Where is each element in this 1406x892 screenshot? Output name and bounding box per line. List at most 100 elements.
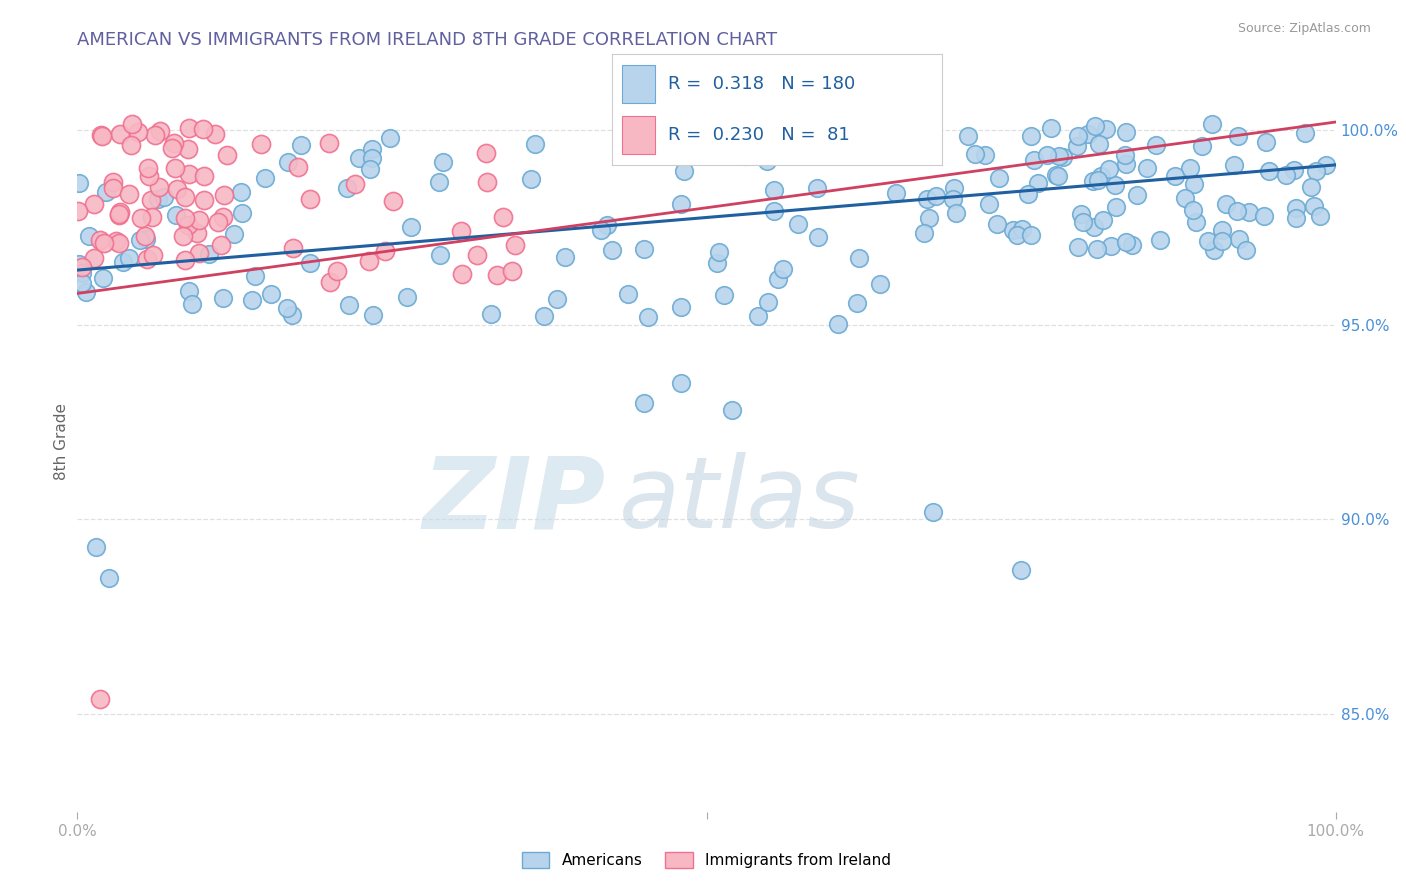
- Point: [827, 317, 849, 331]
- Point: [174, 190, 197, 204]
- Point: [101, 181, 124, 195]
- Point: [915, 192, 938, 206]
- Point: [1022, 153, 1045, 168]
- Point: [479, 306, 502, 320]
- Point: [1234, 243, 1257, 257]
- Point: [89, 233, 111, 247]
- Point: [519, 172, 541, 186]
- Point: [1181, 202, 1204, 217]
- Point: [188, 213, 211, 227]
- Point: [591, 222, 613, 236]
- Point: [1201, 116, 1223, 130]
- Point: [633, 242, 655, 256]
- Point: [188, 246, 211, 260]
- Point: [1019, 129, 1042, 144]
- Point: [83, 197, 105, 211]
- Point: [1211, 235, 1233, 249]
- Point: [149, 123, 172, 137]
- Point: [94, 185, 117, 199]
- Point: [120, 138, 142, 153]
- Point: [103, 175, 125, 189]
- Point: [671, 376, 693, 390]
- Point: [1136, 161, 1159, 175]
- Point: [987, 170, 1010, 185]
- Point: [91, 271, 114, 285]
- Text: ZIP: ZIP: [423, 452, 606, 549]
- Point: [172, 229, 194, 244]
- Point: [432, 154, 454, 169]
- Point: [1019, 228, 1042, 243]
- Point: [231, 206, 253, 220]
- Point: [485, 268, 508, 282]
- Point: [1253, 210, 1275, 224]
- Bar: [621, 65, 655, 103]
- Point: [1223, 158, 1246, 172]
- Point: [1174, 191, 1197, 205]
- Point: [166, 182, 188, 196]
- Point: [66, 204, 89, 219]
- Point: [533, 309, 555, 323]
- Point: [1035, 147, 1057, 161]
- Point: [1178, 161, 1201, 176]
- Point: [177, 284, 200, 298]
- Point: [1067, 240, 1090, 254]
- Point: [224, 227, 246, 241]
- Point: [298, 256, 321, 270]
- Point: [1039, 120, 1062, 135]
- Point: [986, 217, 1008, 231]
- Point: [186, 226, 208, 240]
- Point: [174, 253, 197, 268]
- Point: [70, 260, 93, 274]
- Point: [283, 241, 305, 255]
- Point: [93, 235, 115, 250]
- Point: [450, 224, 472, 238]
- Point: [127, 125, 149, 139]
- Point: [925, 188, 948, 202]
- Text: Source: ZipAtlas.com: Source: ZipAtlas.com: [1237, 22, 1371, 36]
- Point: [90, 128, 112, 142]
- Point: [1115, 235, 1137, 250]
- Point: [505, 238, 527, 252]
- Point: [146, 193, 169, 207]
- Point: [399, 219, 422, 234]
- Point: [347, 152, 370, 166]
- Point: [1275, 168, 1298, 182]
- Point: [212, 291, 235, 305]
- Point: [524, 136, 547, 151]
- Point: [143, 128, 166, 142]
- Point: [1077, 127, 1099, 141]
- Point: [361, 142, 384, 156]
- Point: [193, 169, 215, 183]
- Point: [1017, 186, 1039, 201]
- Point: [1305, 164, 1327, 178]
- Point: [807, 229, 830, 244]
- Point: [477, 175, 499, 189]
- Point: [339, 298, 361, 312]
- Point: [179, 167, 201, 181]
- Point: [1227, 231, 1250, 245]
- Point: [174, 211, 197, 226]
- Point: [121, 117, 143, 131]
- Text: R =  0.318   N = 180: R = 0.318 N = 180: [668, 75, 855, 93]
- Point: [600, 243, 623, 257]
- Point: [1083, 220, 1105, 235]
- Point: [319, 276, 342, 290]
- Point: [957, 128, 980, 143]
- Point: [89, 691, 111, 706]
- Point: [67, 177, 90, 191]
- Point: [357, 254, 380, 268]
- Point: [979, 197, 1001, 211]
- Point: [1104, 178, 1126, 193]
- Point: [243, 269, 266, 284]
- Point: [1087, 242, 1109, 256]
- Point: [138, 161, 160, 175]
- Point: [1066, 139, 1088, 153]
- Point: [326, 264, 349, 278]
- Point: [277, 155, 299, 169]
- Point: [1197, 234, 1219, 248]
- Point: [138, 169, 160, 183]
- Point: [105, 234, 128, 248]
- Point: [212, 211, 235, 225]
- Point: [776, 144, 799, 158]
- Point: [747, 309, 769, 323]
